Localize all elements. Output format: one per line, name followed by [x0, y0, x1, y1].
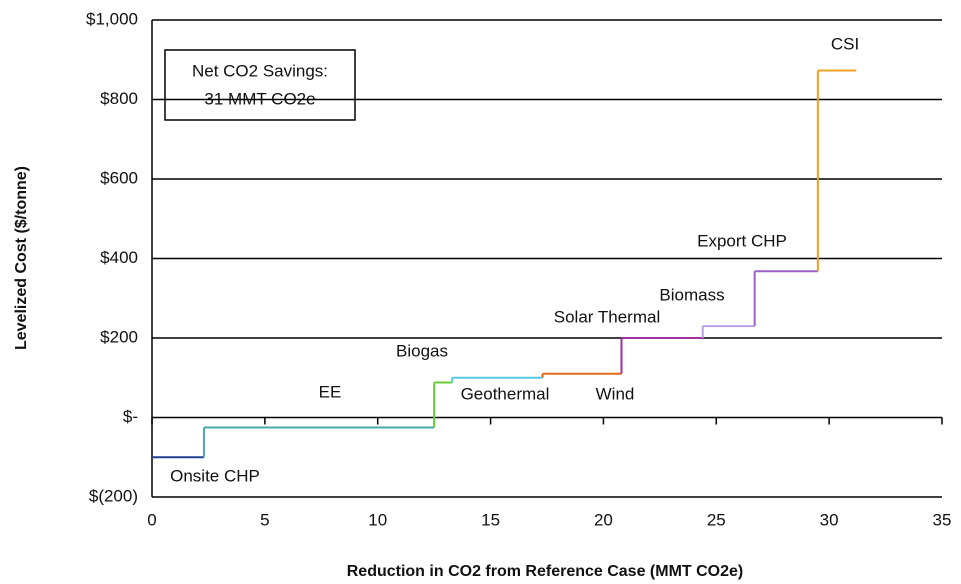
y-axis-title: Levelized Cost ($/tonne) [13, 166, 30, 350]
segment-label: Solar Thermal [554, 307, 660, 326]
annotation-box [164, 49, 356, 121]
x-tick-label: 20 [594, 510, 613, 529]
step-segment [202, 426, 435, 458]
annotation: Net CO2 Savings: [192, 61, 328, 80]
segment-label: Biogas [396, 341, 448, 360]
x-tick-label: 10 [368, 510, 387, 529]
segment-label: EE [319, 382, 342, 401]
x-tick-label: 15 [481, 510, 500, 529]
y-tick-label: $400 [100, 248, 138, 267]
x-tick-label: 5 [260, 510, 269, 529]
segment-label: Geothermal [461, 384, 550, 403]
y-tick-label: $800 [100, 89, 138, 108]
segment-label: Export CHP [697, 231, 787, 250]
x-axis-title: Reduction in CO2 from Reference Case (MM… [347, 563, 744, 580]
step-segment [541, 372, 622, 378]
x-tick-label: 35 [933, 510, 952, 529]
y-tick-label: $200 [100, 327, 138, 346]
y-tick-label: $- [123, 407, 138, 426]
y-tick-label: $1,000 [86, 9, 138, 28]
y-tick-label: $600 [100, 168, 138, 187]
step-segment [620, 337, 703, 374]
y-tick-label: $(200) [89, 486, 138, 505]
segment-label: Biomass [659, 285, 724, 304]
step-segment [433, 381, 453, 428]
segment-label: CSI [831, 34, 859, 53]
segment-label: Wind [596, 384, 635, 403]
x-tick-label: 25 [707, 510, 726, 529]
x-tick-label: 0 [147, 510, 156, 529]
segment-label: Onsite CHP [170, 466, 260, 485]
step-segment [701, 325, 755, 338]
step-segment [451, 376, 543, 383]
step-segment [753, 270, 818, 327]
step-segment [816, 69, 857, 272]
x-tick-label: 30 [820, 510, 839, 529]
